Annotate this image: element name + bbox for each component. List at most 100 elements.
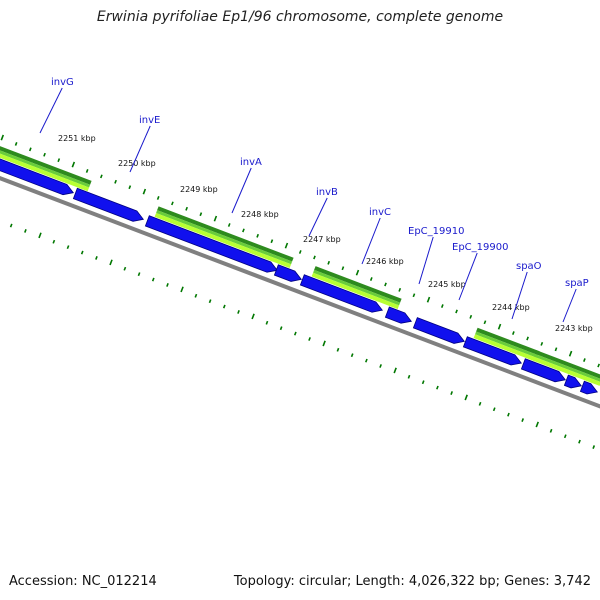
outer-tick-42	[597, 363, 600, 368]
genome-summary: Topology: circular; Length: 4,026,322 bp…	[233, 574, 591, 589]
inner-tick-36	[478, 401, 482, 406]
gene-leader-invB	[308, 197, 328, 237]
outer-tick-14	[199, 212, 203, 217]
kbp-label: 2244 kbp	[492, 303, 530, 312]
gene-leader-spaO	[511, 271, 528, 320]
outer-tick-0	[0, 134, 5, 141]
gene-label-invB: invB	[316, 187, 338, 198]
inner-tick-7	[66, 245, 70, 250]
feature-bar-3-stripe-2	[473, 334, 538, 362]
inner-tick-43	[578, 439, 581, 444]
feature-bar-2-stripe-2	[311, 272, 400, 310]
inner-tick-26	[336, 347, 340, 352]
outer-tick-25	[355, 269, 360, 276]
outer-tick-13	[185, 206, 188, 211]
gene-label-invA: invA	[240, 157, 262, 168]
gene-leader-invA	[231, 167, 252, 214]
cds-arrow-8	[520, 358, 567, 383]
outer-tick-28	[398, 287, 402, 292]
outer-tick-24	[341, 266, 345, 271]
feature-bar-1-stripe-0	[157, 206, 294, 262]
inner-tick-14	[166, 283, 169, 287]
outer-tick-32	[455, 309, 458, 314]
outer-tick-17	[242, 228, 245, 233]
feature-bar-2-stripe-0	[314, 266, 402, 303]
outer-tick-19	[270, 239, 274, 244]
cds-arrow-3	[273, 264, 303, 282]
gene-label-spaO: spaO	[516, 261, 542, 272]
gene-label-invC: invC	[369, 207, 391, 218]
outer-tick-38	[540, 341, 544, 346]
cds-arrow-7	[462, 336, 523, 366]
outer-tick-39	[554, 347, 558, 352]
feature-bar-3-stripe-0	[476, 327, 540, 356]
feature-bar-0-stripe-1	[0, 150, 91, 188]
inner-tick-21	[265, 320, 269, 325]
inner-tick-20	[251, 313, 255, 320]
inner-tick-27	[350, 353, 354, 358]
gene-label-EpC_19900: EpC_19900	[452, 242, 508, 253]
kbp-label: 2251 kbp	[58, 134, 96, 143]
inner-tick-6	[52, 239, 56, 244]
outer-tick-7	[99, 174, 103, 179]
outer-tick-15	[213, 215, 218, 222]
outer-tick-6	[85, 169, 89, 173]
outer-tick-30	[426, 296, 431, 303]
outer-tick-16	[227, 223, 231, 227]
gene-label-spaP: spaP	[565, 278, 589, 289]
inner-tick-15	[180, 286, 184, 293]
inner-tick-33	[436, 385, 439, 390]
inner-tick-29	[379, 364, 382, 368]
inner-tick-32	[421, 380, 425, 385]
accession-label: Accession: NC_012214	[9, 574, 157, 589]
outer-tick-8	[114, 179, 117, 184]
inner-tick-4	[24, 229, 27, 233]
outer-tick-31	[440, 304, 444, 308]
outer-tick-21	[298, 250, 302, 254]
cds-arrow-0	[0, 158, 75, 196]
outer-tick-40	[568, 350, 573, 357]
cds-arrow-1	[72, 187, 145, 222]
kbp-label: 2246 kbp	[366, 257, 404, 266]
inner-tick-16	[194, 293, 198, 298]
kbp-label: 2250 kbp	[118, 159, 156, 168]
feature-bar-4-stripe-1	[534, 353, 600, 382]
inner-tick-10	[109, 259, 113, 266]
inner-tick-13	[151, 277, 155, 282]
inner-tick-3	[9, 223, 13, 228]
outer-tick-1	[14, 142, 18, 146]
outer-tick-2	[28, 147, 32, 152]
inner-tick-28	[365, 358, 368, 363]
feature-bar-0-stripe-0	[0, 146, 92, 185]
outer-tick-41	[583, 358, 586, 363]
cds-arrow-2	[144, 215, 279, 273]
inner-tick-44	[592, 445, 596, 449]
outer-tick-10	[142, 188, 147, 195]
inner-tick-11	[123, 266, 127, 271]
map-title: Erwinia pyrifoliae Ep1/96 chromosome, co…	[96, 9, 504, 25]
inner-tick-41	[549, 428, 553, 433]
backbone-line	[0, 176, 600, 409]
track-layer	[0, 134, 600, 449]
gene-leader-invC	[361, 217, 381, 265]
inner-tick-22	[279, 326, 283, 331]
gene-label-invG: invG	[51, 77, 74, 88]
kbp-label: 2245 kbp	[428, 280, 466, 289]
outer-tick-9	[128, 185, 132, 190]
outer-tick-33	[469, 314, 473, 319]
outer-tick-12	[171, 201, 174, 206]
gene-leader-EpC_19900	[458, 252, 478, 301]
feature-bar-4-stripe-0	[535, 350, 600, 379]
inner-tick-42	[563, 434, 567, 439]
outer-tick-29	[412, 293, 416, 298]
kbp-label: 2248 kbp	[241, 210, 279, 219]
outer-tick-35	[497, 323, 502, 330]
inner-tick-35	[464, 394, 468, 401]
feature-bar-1-stripe-2	[154, 213, 292, 268]
outer-tick-3	[43, 152, 46, 157]
inner-tick-19	[237, 310, 240, 314]
outer-tick-27	[384, 282, 387, 287]
kbp-label: 2247 kbp	[303, 235, 341, 244]
inner-tick-24	[308, 337, 311, 341]
